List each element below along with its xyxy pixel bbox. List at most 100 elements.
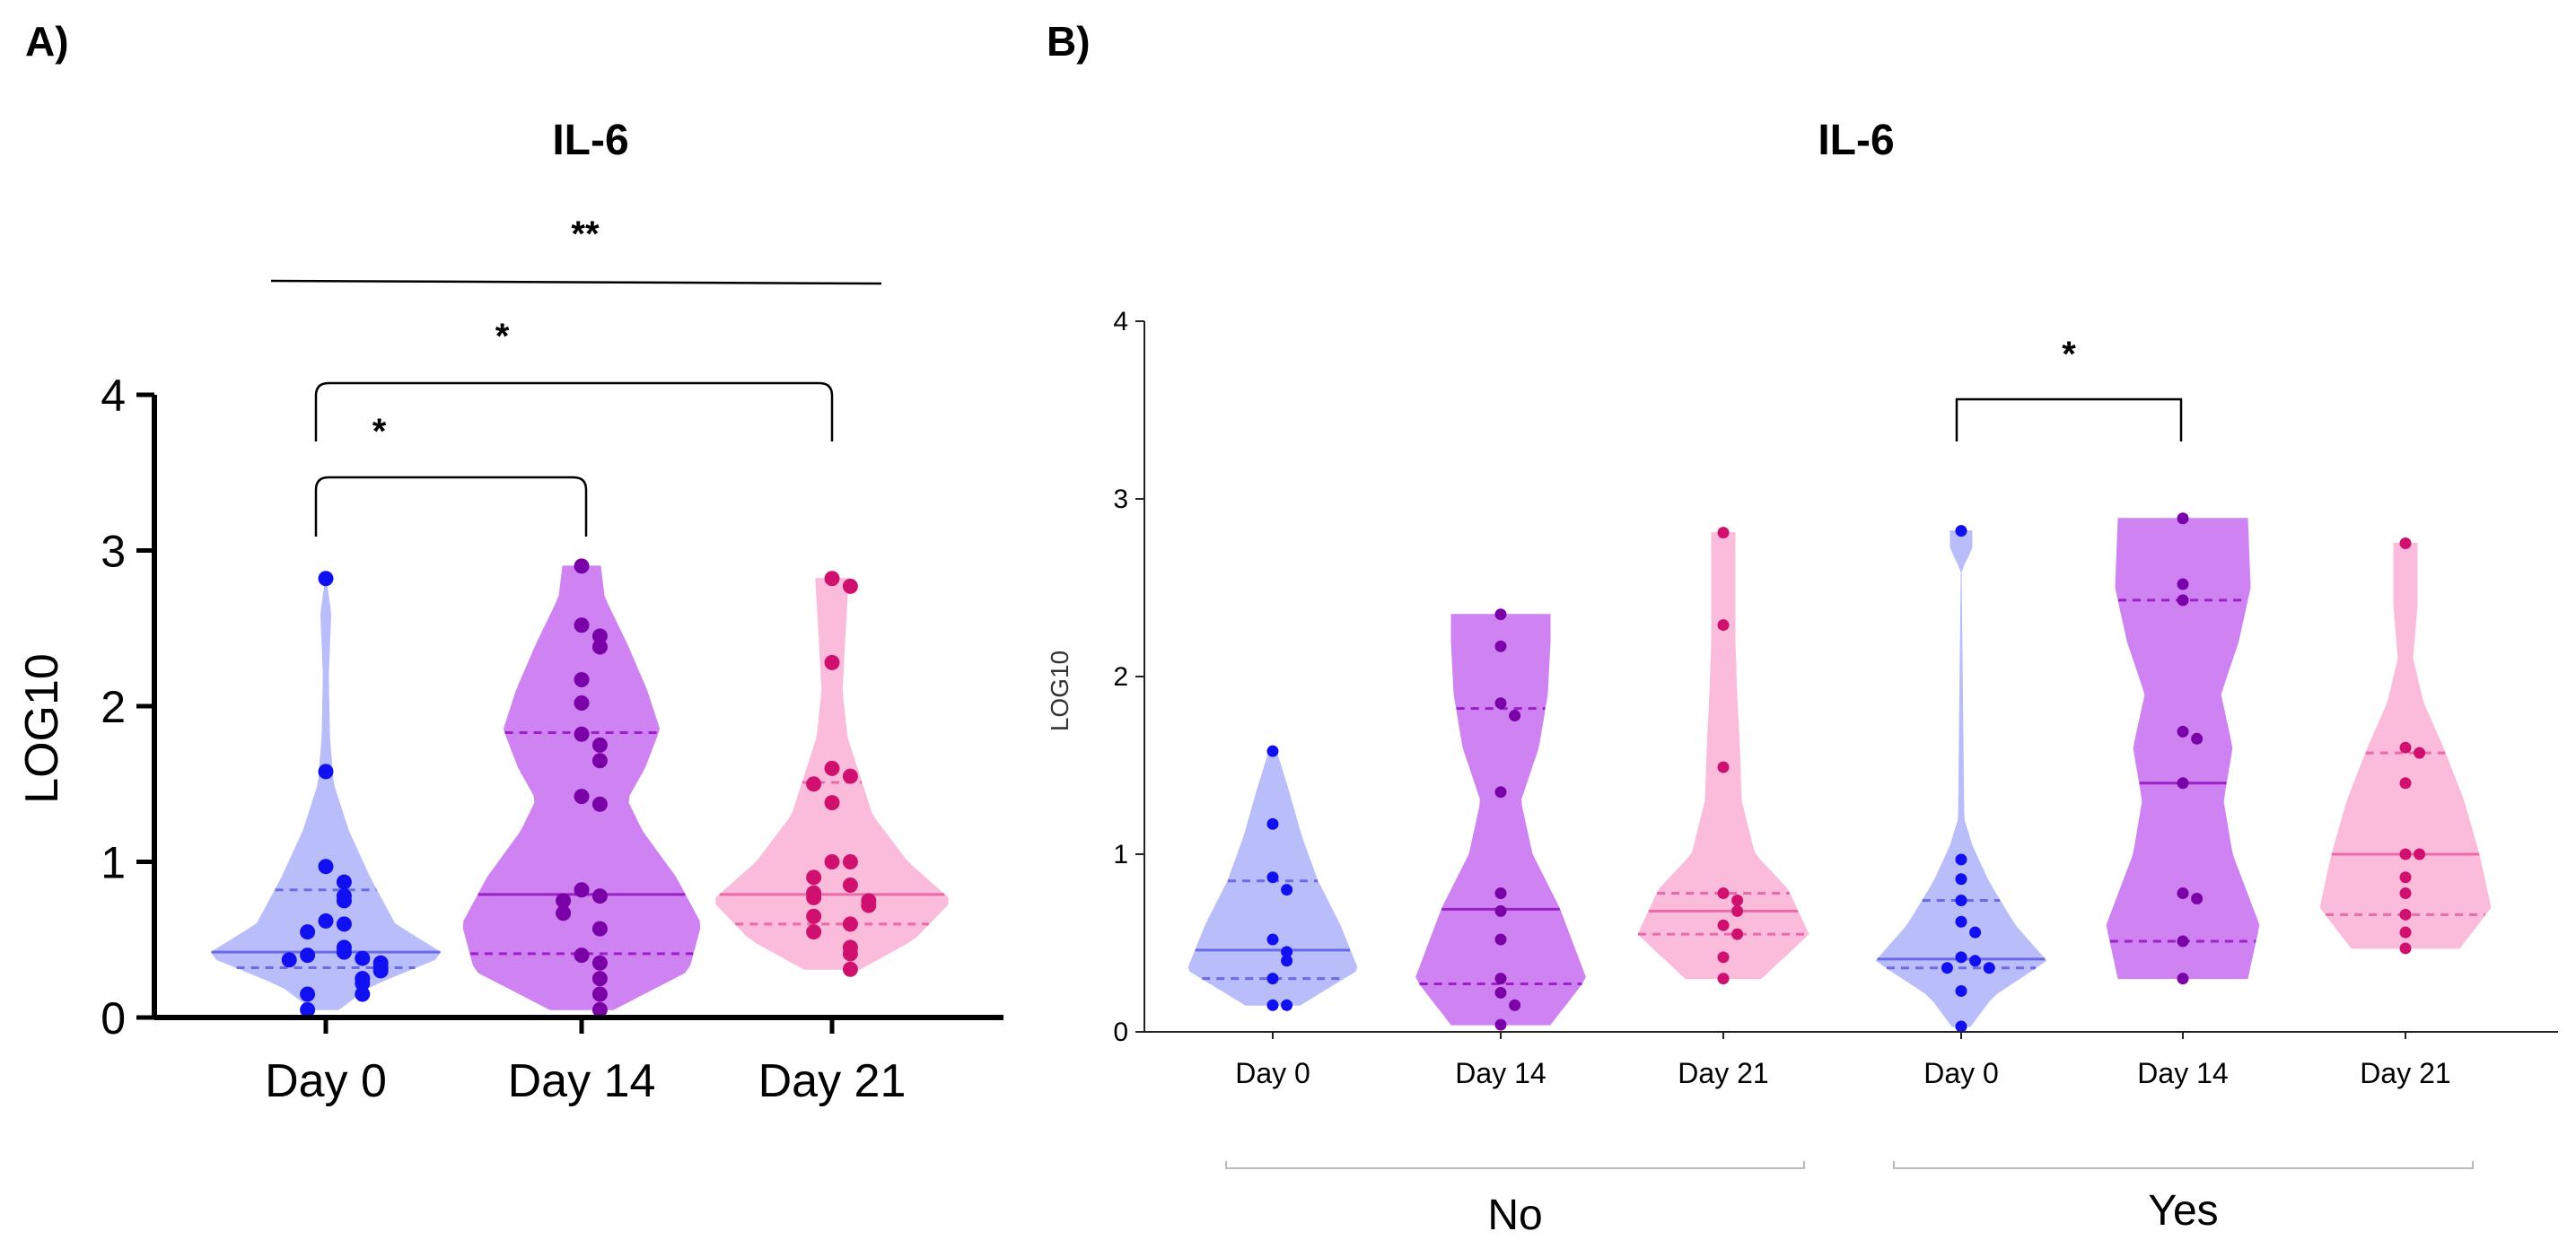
B-4-point [2177,777,2189,790]
A-0-point [372,963,389,979]
B-3-point [1955,1020,1967,1033]
B-3-point [1955,873,1967,886]
panel-b-title: IL-6 [1818,117,1894,164]
panel-b-x-tick-label: Day 14 [2137,1057,2228,1089]
B-5-point [2399,926,2412,939]
panel-b-y-tick-label: 1 [1113,840,1128,869]
A-0-point [355,975,371,991]
panel-b-violin-3 [1637,527,1809,985]
panel-a-significance-label: * [495,317,510,356]
B-2-point [1717,619,1730,632]
panel-b-y-axis-label: LOG10 [1046,651,1073,731]
B-4-point [2177,973,2189,985]
A-2-point [806,869,822,886]
A-0-point [336,893,352,909]
B-1-point [1494,933,1507,946]
A-2-point [842,768,858,784]
A-1-point [574,726,590,742]
panel-b-y-tick-label: 4 [1113,307,1128,336]
panel-a-violin-day-21 [715,571,949,977]
B-3-point [1955,525,1967,537]
A-1-point [574,672,590,688]
panel-b-x-tick-label: Day 21 [1678,1057,1768,1089]
A-0-point [318,859,334,875]
B-3-point [1969,955,1982,967]
B-5-point [2414,747,2426,759]
A-0-point [300,986,316,1002]
A-0-point [318,571,334,587]
panel-a-y-tick-label: 1 [101,838,126,888]
A-2-point [842,946,858,962]
B-5-point [2399,871,2412,884]
B-1-point [1494,986,1507,999]
B-1-point [1494,697,1507,710]
panel-a-significance-label: * [372,412,387,451]
A-0-point [336,944,352,960]
panel-a-y-tick-label: 3 [101,527,126,577]
A-1-point [591,971,608,987]
B-1-point [1494,973,1507,985]
B-0-point [1266,817,1279,830]
B-5-point [2399,887,2412,900]
A-1-point [591,628,608,644]
A-1-points [556,558,608,1018]
B-5-point [2414,848,2426,860]
A-1-point [574,948,590,964]
B-1-point [1494,786,1507,799]
A-0-points [281,571,389,1018]
B-4-point [2191,893,2204,904]
A-0-point [300,924,316,940]
B-2-point [1717,973,1730,985]
panel-b-label: B) [1047,18,1091,65]
A-1-point [556,905,572,921]
B-0-point [1281,946,1293,958]
B-5-point [2399,537,2412,549]
B-4-point [2177,512,2189,525]
A-1-point [591,639,608,655]
panel-b-violin-1 [1187,745,1358,1011]
panel-b-group-bracket [1225,1161,1805,1169]
A-2-point [806,924,822,940]
A-1-point [591,753,608,769]
A-1-point [574,695,590,712]
panel-a-y-tick-label: 4 [101,371,126,421]
B-0-point [1266,871,1279,884]
B-5-point [2399,777,2412,790]
B-4-point [2177,935,2189,948]
B-2-point [1717,527,1730,539]
A-2-point [824,795,840,811]
B-0-points [1266,745,1293,1011]
A-2-point [824,654,840,670]
A-1-point [574,558,590,574]
B-0-point [1266,933,1279,946]
A-2-point [806,776,822,792]
panel-a-significance-bracket [314,476,588,537]
B-1-point [1494,640,1507,652]
panel-b-x-tick-label: Day 0 [1235,1057,1310,1089]
panel-b-y-tick-label: 2 [1113,662,1128,692]
B-4-point [2177,887,2189,900]
A-0-point [336,916,352,932]
B-5-point [2399,741,2412,754]
B-3-point [1983,962,1995,974]
panel-b-group-bracket [1893,1161,2474,1169]
panel-b-violin-5 [2106,512,2260,985]
A-1-point [591,1001,608,1018]
B-5-points [2399,537,2426,955]
B-4-point [2177,594,2189,607]
A-1-point [591,986,608,1002]
B-1-point [1494,904,1507,917]
B-0-point [1266,973,1279,985]
B-1-violin-body [1415,614,1586,1026]
B-3-point [1941,962,1953,974]
B-2-point [1731,928,1744,940]
panel-a-violin-day-0 [210,571,442,1018]
A-1-point [556,893,572,909]
A-0-point [300,1001,316,1018]
A-0-point [355,950,371,966]
B-4-point [2177,725,2189,738]
A-2-point [842,878,858,894]
A-2-point [842,854,858,869]
B-3-point [1969,926,1982,939]
